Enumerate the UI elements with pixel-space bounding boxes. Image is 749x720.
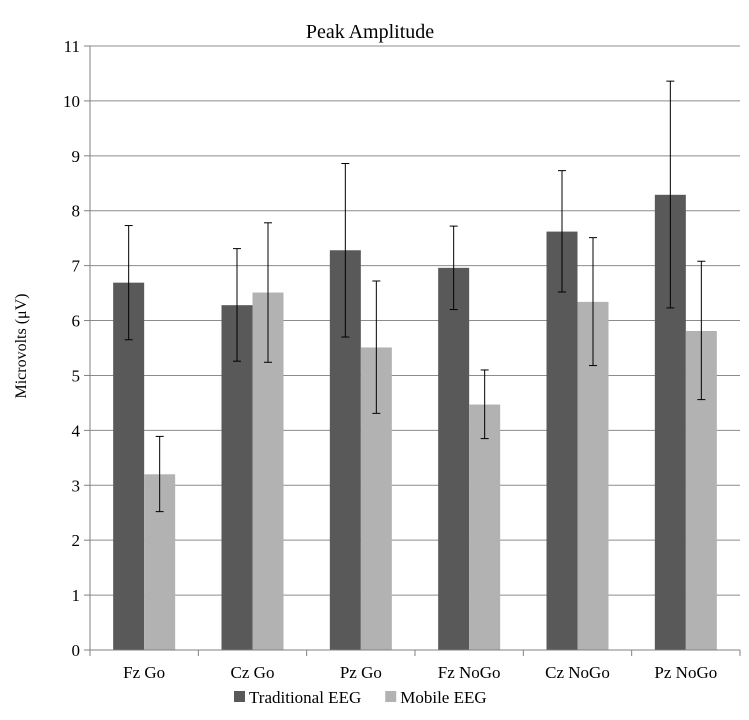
y-tick-label: 1 [72, 586, 81, 605]
bars [113, 194, 717, 651]
x-axis-labels: Fz Go Cz Go Pz Go Fz NoGo Cz NoGo Pz NoGo [123, 663, 717, 682]
legend-label: Traditional EEG [249, 688, 361, 707]
x-tick-label: Cz NoGo [545, 663, 610, 682]
y-tick-label: 8 [72, 202, 81, 221]
y-tick-label: 2 [72, 531, 81, 550]
x-tick-label: Cz Go [231, 663, 275, 682]
y-tick-label: 6 [72, 312, 81, 331]
y-tick-label: 4 [72, 421, 81, 440]
y-axis-ticks: 0 1 2 3 4 5 6 7 8 9 10 11 [63, 37, 90, 660]
legend-swatch [385, 691, 397, 702]
x-tick-label: Fz NoGo [438, 663, 501, 682]
y-tick-label: 11 [64, 37, 80, 56]
error-bars [124, 80, 706, 513]
bar [113, 282, 145, 650]
y-tick-label: 3 [72, 476, 81, 495]
bar [438, 267, 470, 650]
y-tick-label: 0 [72, 641, 81, 660]
y-tick-label: 9 [72, 147, 81, 166]
legend-swatch [234, 691, 245, 702]
bar [469, 404, 501, 650]
bar [221, 305, 253, 650]
legend: Traditional EEG Mobile EEG [234, 688, 487, 707]
chart-title: Peak Amplitude [306, 21, 434, 43]
y-axis-label: Microvolts (μV) [13, 293, 30, 398]
y-tick-label: 10 [63, 92, 80, 111]
x-tick-label: Fz Go [123, 663, 165, 682]
gridlines [90, 45, 740, 596]
x-tick-label: Pz NoGo [654, 663, 717, 682]
x-tick-label: Pz Go [340, 663, 382, 682]
y-tick-label: 7 [72, 257, 81, 276]
axes [89, 46, 741, 656]
bar [546, 231, 578, 651]
y-tick-label: 5 [72, 366, 81, 385]
legend-label: Mobile EEG [400, 688, 486, 707]
